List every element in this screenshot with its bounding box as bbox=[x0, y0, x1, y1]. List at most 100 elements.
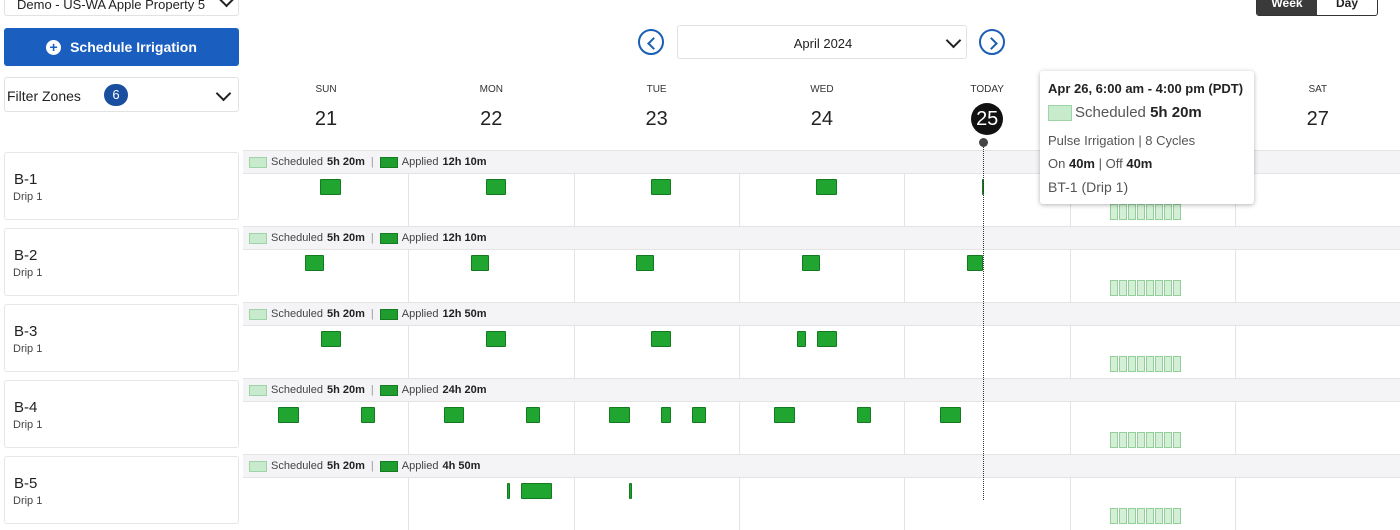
scheduled-pulse bbox=[1137, 432, 1145, 448]
applied-swatch bbox=[379, 384, 398, 396]
day-button[interactable]: Day bbox=[1335, 0, 1358, 10]
tooltip-cycle: On 40m | Off 40m bbox=[1048, 156, 1153, 171]
applied-block bbox=[651, 331, 671, 347]
on-label: On bbox=[1048, 156, 1066, 171]
weekday: SUN bbox=[315, 84, 337, 95]
schedule-button[interactable]: + Schedule Irrigation bbox=[4, 28, 239, 66]
applied-block bbox=[629, 483, 632, 499]
tooltip-scheduled: Scheduled 5h 20m bbox=[1048, 104, 1202, 121]
zone-summary: Scheduled 5h 20m | Applied 12h 50m bbox=[243, 302, 1400, 326]
scheduled-pulse bbox=[1128, 204, 1136, 220]
column-line bbox=[738, 478, 740, 530]
scheduled-pulse bbox=[1155, 508, 1163, 524]
scheduled-pulse bbox=[1119, 280, 1127, 296]
applied-block bbox=[661, 407, 671, 423]
scheduled-label: Scheduled bbox=[271, 308, 323, 320]
property-selector[interactable]: Demo - US-WA Apple Property 5 bbox=[4, 0, 239, 16]
separator: | bbox=[370, 232, 374, 244]
column-line bbox=[1234, 326, 1236, 378]
column-line bbox=[1234, 250, 1236, 302]
scheduled-pulse bbox=[1155, 356, 1163, 372]
scheduled-pulse bbox=[1119, 204, 1127, 220]
column-line bbox=[1069, 326, 1071, 378]
column-line bbox=[1069, 250, 1071, 302]
scheduled-swatch bbox=[249, 232, 267, 244]
scheduled-pulse bbox=[1128, 432, 1136, 448]
zone-type: Drip 1 bbox=[13, 191, 43, 203]
column-line bbox=[1234, 478, 1236, 530]
scheduled-pulse bbox=[1137, 356, 1145, 372]
now-dot bbox=[979, 138, 988, 147]
column-line bbox=[904, 250, 906, 302]
filter-zones[interactable]: Filter Zones 6 bbox=[4, 77, 239, 112]
scheduled-pulse bbox=[1110, 280, 1118, 296]
scheduled-pulse bbox=[1164, 204, 1172, 220]
scheduled-swatch bbox=[249, 460, 267, 472]
applied-block bbox=[692, 407, 706, 423]
scheduled-label: Scheduled bbox=[271, 232, 323, 244]
scheduled-pulse bbox=[1128, 280, 1136, 296]
scheduled-swatch bbox=[249, 156, 267, 168]
applied-block bbox=[816, 179, 837, 195]
applied-block bbox=[486, 179, 506, 195]
filter-label: Filter Zones bbox=[7, 88, 81, 104]
property-name: Demo - US-WA Apple Property 5 bbox=[17, 0, 206, 12]
applied-block bbox=[521, 483, 552, 499]
scheduled-pulse bbox=[1137, 204, 1145, 220]
zone-name: B-2 bbox=[14, 247, 38, 264]
month-label: April 2024 bbox=[793, 36, 853, 51]
scheduled-pulse bbox=[1119, 432, 1127, 448]
scheduled-pulse bbox=[1164, 508, 1172, 524]
separator: | bbox=[370, 384, 374, 396]
column-line bbox=[408, 174, 410, 226]
column-line bbox=[1069, 402, 1071, 454]
date: 22 bbox=[480, 108, 503, 130]
applied-swatch bbox=[379, 232, 398, 244]
scheduled-pulse bbox=[1155, 280, 1163, 296]
scheduled-value: 5h 20m bbox=[327, 460, 365, 472]
weekday: MON bbox=[479, 84, 503, 95]
filter-count: 6 bbox=[104, 84, 128, 106]
month-selector[interactable]: April 2024 bbox=[677, 25, 967, 59]
applied-block bbox=[361, 407, 375, 423]
zone-type: Drip 1 bbox=[13, 343, 43, 355]
applied-block bbox=[940, 407, 961, 423]
column-line bbox=[1069, 478, 1071, 530]
applied-label: Applied bbox=[401, 308, 439, 320]
next-button[interactable] bbox=[979, 29, 1005, 55]
applied-value: 12h 50m bbox=[442, 308, 487, 320]
prev-button[interactable] bbox=[638, 29, 664, 55]
off-label: Off bbox=[1105, 156, 1123, 171]
applied-block bbox=[967, 255, 983, 271]
day-header: WED 24 bbox=[739, 84, 905, 135]
day-header: TUE 23 bbox=[574, 84, 740, 135]
scheduled-pulse bbox=[1164, 280, 1172, 296]
column-line bbox=[738, 250, 740, 302]
day-header: SUN 21 bbox=[243, 84, 409, 135]
scheduled-pulse bbox=[1173, 280, 1181, 296]
tooltip-zone: BT-1 (Drip 1) bbox=[1048, 179, 1129, 195]
scheduled-pulse bbox=[1164, 432, 1172, 448]
now-line bbox=[983, 142, 984, 500]
applied-block bbox=[609, 407, 630, 423]
scheduled-pulse bbox=[1119, 508, 1127, 524]
scheduled-pulse bbox=[1110, 508, 1118, 524]
applied-block bbox=[320, 179, 341, 195]
scheduled-pulse bbox=[1146, 204, 1154, 220]
column-line bbox=[408, 326, 410, 378]
applied-swatch bbox=[379, 156, 398, 168]
zone-type: Drip 1 bbox=[13, 267, 43, 279]
applied-block bbox=[526, 407, 540, 423]
day-header: SAT 27 bbox=[1235, 84, 1400, 135]
applied-block bbox=[486, 331, 506, 347]
scheduled-pulse bbox=[1173, 508, 1181, 524]
on-value: 40m bbox=[1068, 156, 1095, 171]
applied-block bbox=[857, 407, 871, 423]
zone-label: B-5 Drip 1 bbox=[4, 456, 239, 524]
scheduled-pulse bbox=[1128, 356, 1136, 372]
week-button[interactable]: Week bbox=[1257, 0, 1317, 15]
applied-block bbox=[278, 407, 299, 423]
date: 23 bbox=[645, 108, 668, 130]
column-line bbox=[738, 402, 740, 454]
scheduled-pulse bbox=[1173, 356, 1181, 372]
